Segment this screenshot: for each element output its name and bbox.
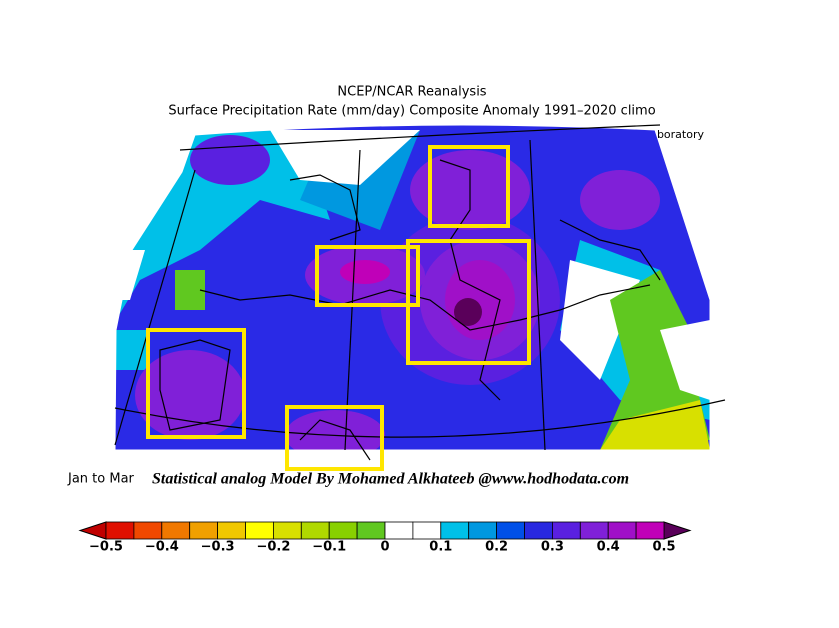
period: Jan to Mar bbox=[67, 472, 135, 487]
colorbar-label: 0 bbox=[380, 540, 389, 555]
title: NCEP/NCAR Reanalysis bbox=[337, 85, 486, 100]
colorbar-label: 0.3 bbox=[541, 540, 564, 555]
highlight-box bbox=[428, 145, 510, 228]
colorbar-swatch bbox=[272, 521, 302, 540]
colorbar-swatch bbox=[356, 521, 386, 540]
colorbar-label: −0.5 bbox=[89, 540, 123, 555]
colorbar-label: −0.2 bbox=[256, 540, 290, 555]
colorbar-swatch bbox=[412, 521, 442, 540]
map bbox=[114, 124, 726, 471]
colorbar-swatch bbox=[440, 521, 470, 540]
colorbar-label: −0.3 bbox=[201, 540, 235, 555]
colorbar-swatch bbox=[496, 521, 525, 540]
colorbar-swatch bbox=[161, 521, 191, 540]
colorbar-swatch bbox=[468, 521, 498, 540]
colorbar-end bbox=[78, 521, 107, 540]
colorbar-label: 0.4 bbox=[597, 540, 620, 555]
highlight-box bbox=[285, 405, 384, 471]
colorbar-swatch bbox=[552, 521, 581, 540]
colorbar-swatch bbox=[105, 521, 135, 540]
colorbar-label: 0.5 bbox=[652, 540, 675, 555]
highlight-box bbox=[406, 239, 531, 365]
colorbar-swatch bbox=[524, 521, 553, 540]
colorbar-label: −0.4 bbox=[145, 540, 179, 555]
colorbar-swatch bbox=[635, 521, 665, 540]
highlight-box bbox=[146, 328, 246, 439]
colorbar-label: 0.2 bbox=[485, 540, 508, 555]
colorbar-swatch bbox=[300, 521, 330, 540]
colorbar-swatch bbox=[217, 521, 246, 540]
colorbar: −0.5 −0.4 −0.3 −0.2 −0.1 0 0.1 0.2 0.3 0.4 0.5 bbox=[78, 521, 692, 555]
colorbar-end bbox=[663, 521, 692, 540]
colorbar-label: −0.1 bbox=[312, 540, 346, 555]
watermark: Statistical analog Model By Mohamed Alkh… bbox=[152, 471, 629, 488]
colorbar-swatch bbox=[245, 521, 274, 540]
colorbar-swatch bbox=[328, 521, 358, 540]
colorbar-label: 0.1 bbox=[429, 540, 452, 555]
subtitle: Surface Precipitation Rate (mm/day) Comp… bbox=[168, 104, 655, 119]
colorbar-swatch bbox=[607, 521, 637, 540]
colorbar-swatch bbox=[579, 521, 609, 540]
colorbar-swatch bbox=[384, 521, 414, 540]
colorbar-swatch bbox=[133, 521, 163, 540]
highlight-box bbox=[315, 245, 420, 307]
colorbar-swatch bbox=[189, 521, 218, 540]
